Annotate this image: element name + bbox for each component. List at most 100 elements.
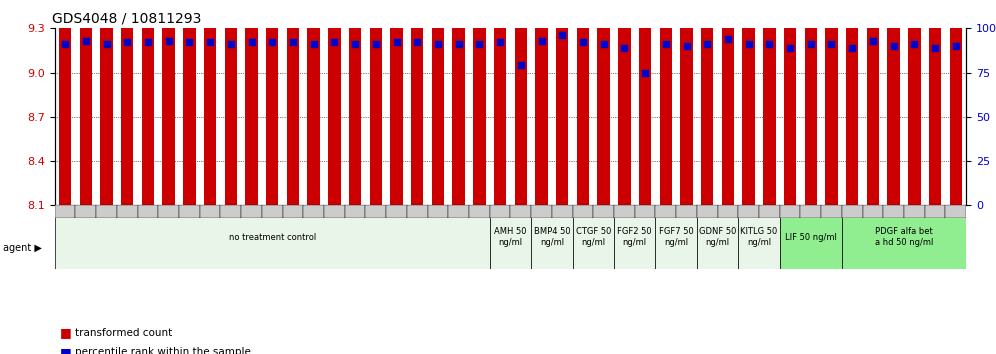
Text: GDNF 50
ng/ml: GDNF 50 ng/ml [699,228,736,247]
Bar [556,0,569,205]
Bar [204,0,216,205]
Bar [887,0,899,205]
Point [202,40,218,45]
FancyBboxPatch shape [738,205,759,218]
Bar [805,0,817,205]
FancyBboxPatch shape [655,205,676,218]
Bar [535,0,548,205]
FancyBboxPatch shape [676,205,697,218]
FancyBboxPatch shape [614,205,655,269]
FancyBboxPatch shape [179,205,200,218]
FancyBboxPatch shape [427,205,448,218]
Bar [266,0,279,205]
Bar [122,0,133,205]
Point [306,41,322,47]
Bar [162,0,175,205]
Bar [638,0,651,205]
FancyBboxPatch shape [842,205,863,218]
Point [140,40,156,45]
Point [534,38,550,44]
Point [927,45,943,51]
Text: percentile rank within the sample: percentile rank within the sample [75,347,251,354]
Bar [908,0,920,205]
Bar [722,0,734,205]
Bar [452,0,465,205]
Text: ■: ■ [60,346,72,354]
Point [78,38,94,44]
Point [264,40,280,45]
FancyBboxPatch shape [158,205,179,218]
Point [348,41,364,47]
Text: FGF7 50
ng/ml: FGF7 50 ng/ml [658,228,693,247]
Point [741,41,757,47]
FancyBboxPatch shape [863,205,883,218]
Bar [287,0,299,205]
FancyBboxPatch shape [345,205,366,218]
FancyBboxPatch shape [883,205,904,218]
Point [409,40,425,45]
Bar [784,0,796,205]
FancyBboxPatch shape [594,205,614,218]
Point [657,41,673,47]
FancyBboxPatch shape [469,205,490,218]
Text: GDS4048 / 10811293: GDS4048 / 10811293 [52,12,201,26]
FancyBboxPatch shape [490,205,511,218]
Point [99,41,115,47]
FancyBboxPatch shape [573,205,614,269]
FancyBboxPatch shape [304,205,324,218]
FancyBboxPatch shape [821,205,842,218]
Bar [949,0,962,205]
Text: BMP4 50
ng/ml: BMP4 50 ng/ml [534,228,570,247]
FancyBboxPatch shape [780,205,801,218]
FancyBboxPatch shape [697,205,717,218]
FancyBboxPatch shape [407,205,427,218]
FancyBboxPatch shape [614,205,634,218]
Point [492,40,508,45]
Bar [867,0,879,205]
FancyBboxPatch shape [552,205,573,218]
Point [720,36,736,42]
Point [471,41,487,47]
FancyBboxPatch shape [531,205,573,269]
Text: LIF 50 ng/ml: LIF 50 ng/ml [785,233,837,242]
FancyBboxPatch shape [634,205,655,218]
FancyBboxPatch shape [220,205,241,218]
Point [285,40,301,45]
FancyBboxPatch shape [759,205,780,218]
Bar [59,0,72,205]
Bar [329,0,341,205]
Bar [619,0,630,205]
Bar [701,0,713,205]
Bar [390,0,402,205]
Text: KITLG 50
ng/ml: KITLG 50 ng/ml [740,228,778,247]
Bar [225,0,237,205]
FancyBboxPatch shape [283,205,304,218]
Point [948,43,964,49]
FancyBboxPatch shape [137,205,158,218]
FancyBboxPatch shape [945,205,966,218]
Point [181,40,197,45]
FancyBboxPatch shape [842,205,966,269]
Bar [141,0,154,205]
FancyBboxPatch shape [531,205,552,218]
Point [885,43,901,49]
FancyBboxPatch shape [490,205,531,269]
FancyBboxPatch shape [924,205,945,218]
Text: ■: ■ [60,326,72,339]
Bar [577,0,590,205]
FancyBboxPatch shape [697,205,738,269]
Point [782,45,798,51]
FancyBboxPatch shape [573,205,594,218]
Point [513,63,529,68]
Bar [846,0,859,205]
Bar [494,0,506,205]
FancyBboxPatch shape [801,205,821,218]
Bar [308,0,320,205]
FancyBboxPatch shape [97,205,117,218]
FancyBboxPatch shape [655,205,697,269]
FancyBboxPatch shape [262,205,283,218]
Bar [101,0,113,205]
FancyBboxPatch shape [904,205,924,218]
Text: AMH 50
ng/ml: AMH 50 ng/ml [494,228,527,247]
Bar [929,0,941,205]
